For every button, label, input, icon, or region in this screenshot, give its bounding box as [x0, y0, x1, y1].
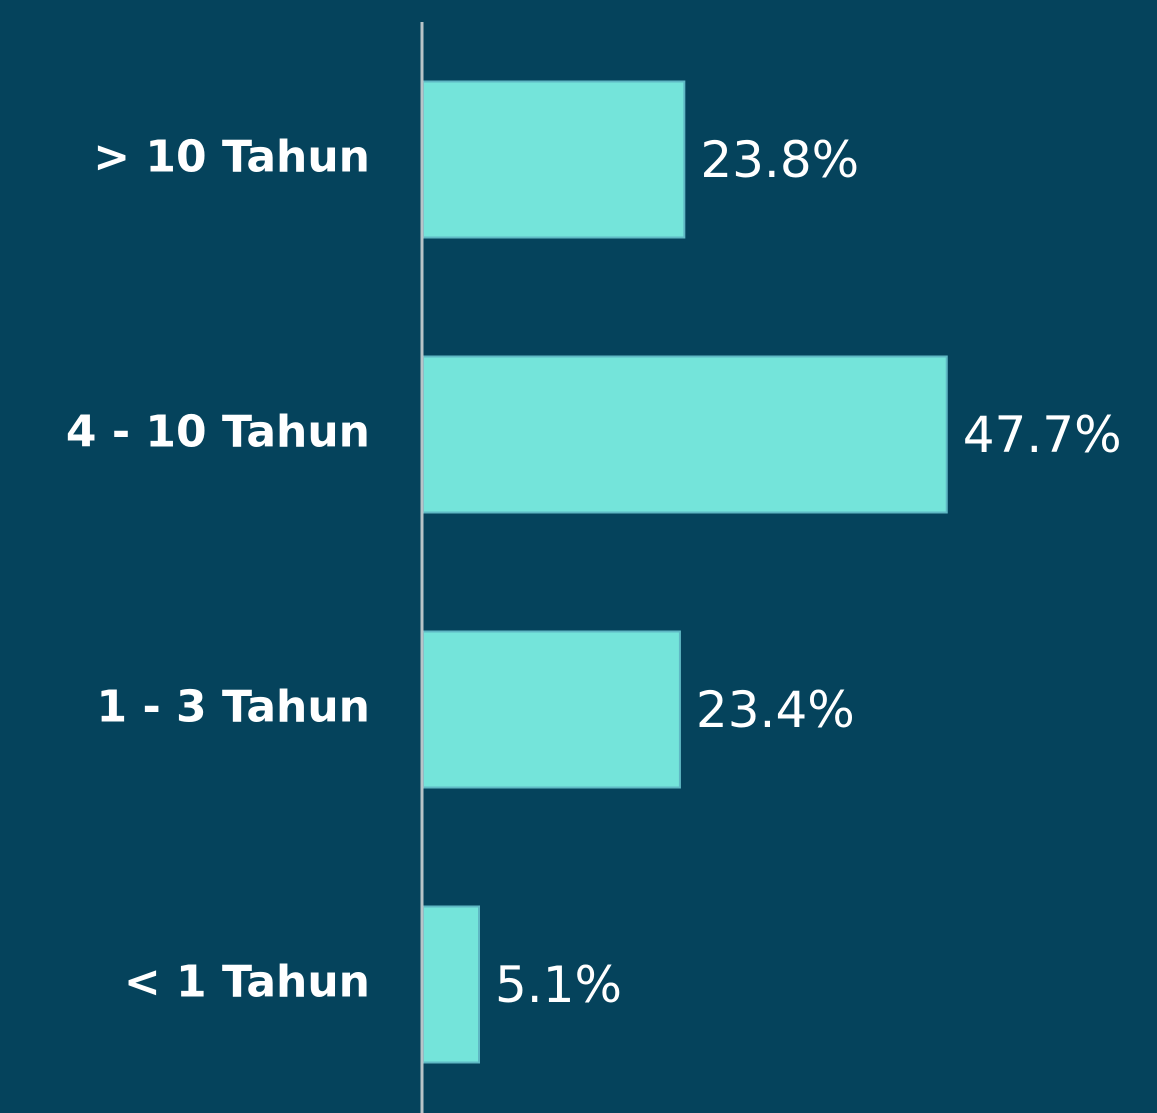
category-label: > 10 Tahun — [93, 132, 370, 183]
category-label: < 1 Tahun — [124, 957, 370, 1008]
bars — [422, 80, 948, 1064]
bar — [422, 80, 686, 239]
bar — [422, 905, 480, 1064]
value-label: 47.7% — [963, 406, 1122, 464]
category-label: 4 - 10 Tahun — [66, 407, 370, 458]
bar — [422, 355, 948, 514]
value-label: 5.1% — [495, 956, 622, 1014]
category-label: 1 - 3 Tahun — [97, 682, 370, 733]
value-label: 23.4% — [696, 681, 855, 739]
value-label: 23.8% — [700, 131, 859, 189]
bar — [422, 630, 681, 789]
